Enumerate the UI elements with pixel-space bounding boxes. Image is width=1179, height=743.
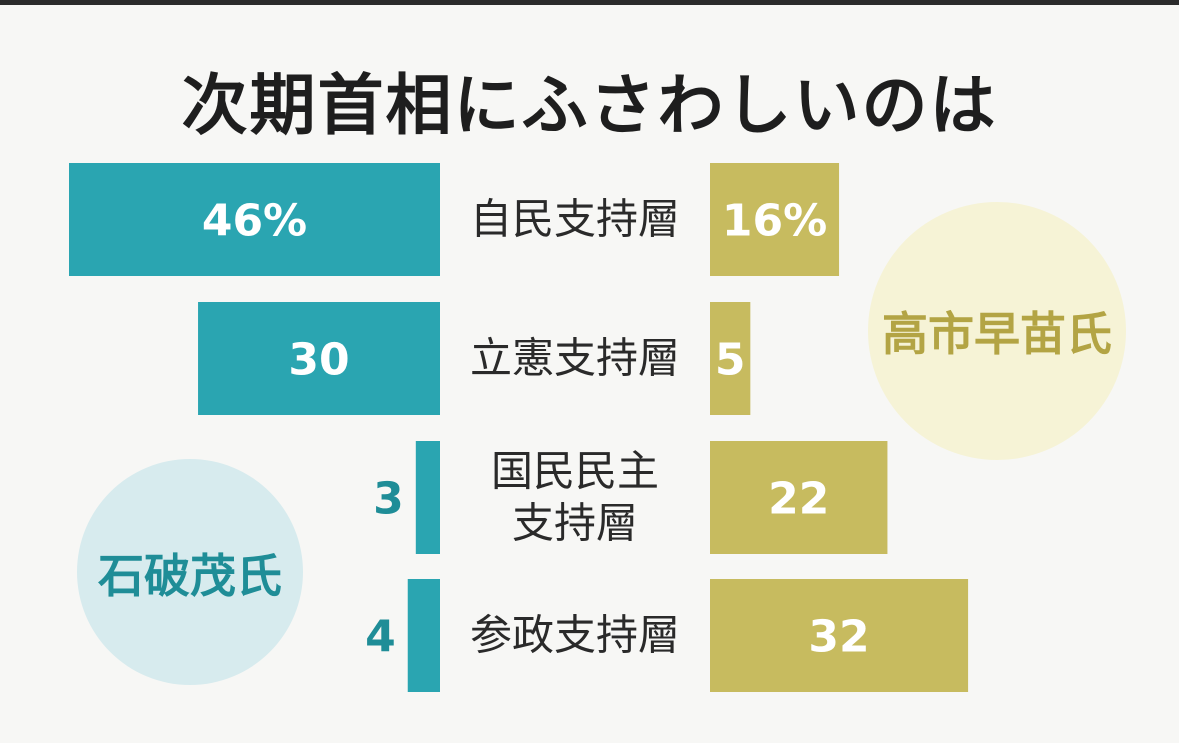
data-label-ishiba-3: 4: [365, 612, 396, 663]
bar-ishiba-3: [407, 579, 440, 692]
data-label-takaichi-0: 16%: [722, 196, 827, 247]
legend-takaichi: 高市早苗氏: [882, 307, 1112, 361]
legend-ishiba: 石破茂氏: [98, 549, 282, 603]
ishiba-bubble: [77, 459, 303, 685]
bar-takaichi-0: [710, 163, 840, 276]
data-label-ishiba-0: 46%: [202, 196, 307, 247]
data-label-ishiba-2: 3: [373, 474, 404, 525]
bar-takaichi-1: [710, 302, 751, 415]
chart-title: 次期首相にふさわしいのは: [181, 67, 998, 144]
data-label-takaichi-3: 32: [808, 612, 869, 663]
takaichi-bubble: [868, 202, 1126, 460]
category-label-2-line-1: 支持層: [512, 499, 638, 548]
bar-ishiba-1: [198, 302, 440, 415]
top-border: [0, 0, 1179, 5]
bar-takaichi-2: [710, 441, 888, 554]
data-label-takaichi-1: 5: [715, 335, 746, 386]
category-label-1: 立憲支持層: [470, 334, 680, 383]
category-label-3: 参政支持層: [470, 611, 680, 660]
data-label-ishiba-1: 30: [288, 335, 349, 386]
category-label-2-line-0: 国民民主: [491, 447, 659, 496]
data-label-takaichi-2: 22: [768, 474, 829, 525]
bar-ishiba-2: [415, 441, 440, 554]
category-label-0: 自民支持層: [470, 195, 680, 244]
bar-takaichi-3: [710, 579, 969, 692]
bar-ishiba-0: [69, 163, 440, 276]
